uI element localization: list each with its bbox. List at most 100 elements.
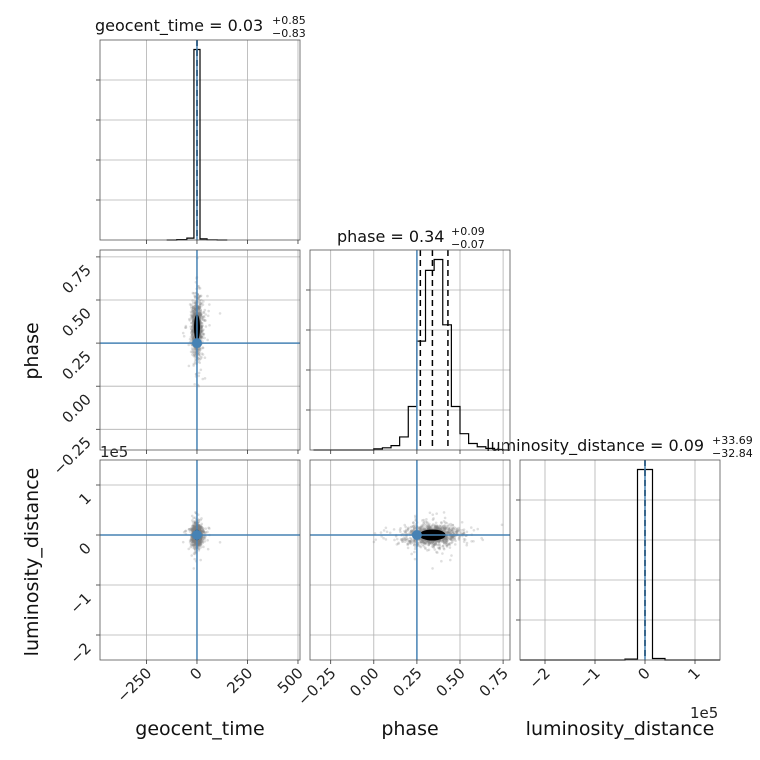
sample-point bbox=[193, 525, 196, 529]
sample-point bbox=[191, 328, 195, 331]
sample-point bbox=[462, 528, 466, 531]
histogram-phase bbox=[313, 258, 510, 451]
sample-point bbox=[191, 331, 195, 335]
sample-point bbox=[189, 543, 193, 546]
sample-point bbox=[428, 511, 432, 515]
sample-point bbox=[200, 327, 204, 330]
sample-point bbox=[192, 309, 196, 312]
sample-point bbox=[200, 329, 203, 333]
sample-point bbox=[199, 526, 203, 529]
sample-point bbox=[198, 347, 201, 351]
sample-point bbox=[199, 524, 202, 527]
sample-point bbox=[194, 540, 197, 544]
sample-point bbox=[189, 310, 193, 314]
sample-point bbox=[194, 525, 197, 529]
sample-point bbox=[190, 537, 193, 540]
sample-point bbox=[197, 312, 200, 315]
title-phase-plus: +0.09 bbox=[451, 225, 485, 238]
sample-point bbox=[194, 521, 197, 525]
sample-point bbox=[192, 318, 196, 321]
sample-point bbox=[200, 538, 204, 541]
sample-point bbox=[189, 325, 193, 328]
title-geocent-time-plus: +0.85 bbox=[272, 14, 306, 27]
sample-point bbox=[198, 528, 201, 531]
sample-point bbox=[189, 335, 193, 339]
sample-point bbox=[202, 315, 206, 319]
sample-point bbox=[191, 327, 195, 330]
sample-point bbox=[192, 319, 195, 323]
sample-point bbox=[197, 527, 201, 531]
sample-point bbox=[199, 540, 203, 544]
sample-point bbox=[197, 308, 201, 311]
ticklabel-x-geocent-time-1: 0 bbox=[186, 664, 205, 683]
ticklabel-x-phase-3: 0.50 bbox=[432, 664, 468, 700]
sample-point bbox=[193, 304, 197, 308]
sample-point bbox=[194, 548, 197, 552]
sample-point bbox=[453, 538, 456, 541]
sample-point bbox=[191, 299, 194, 302]
sample-point bbox=[197, 526, 200, 530]
sample-point bbox=[193, 522, 197, 525]
sample-point bbox=[201, 336, 204, 340]
sample-point bbox=[190, 544, 194, 548]
sample-point bbox=[382, 529, 386, 532]
panels-layer: −0.250.000.250.500.75−2−101−250 0 250 500−0… bbox=[50, 39, 721, 709]
sample-point bbox=[422, 522, 425, 525]
sample-point bbox=[193, 527, 197, 531]
sample-point bbox=[198, 314, 201, 317]
sample-point bbox=[189, 316, 193, 320]
sample-point bbox=[199, 527, 203, 531]
sample-point bbox=[197, 353, 201, 357]
sample-point bbox=[197, 527, 200, 530]
sample-point bbox=[191, 320, 195, 324]
sample-point bbox=[203, 377, 207, 380]
sample-point bbox=[192, 516, 195, 520]
sample-point bbox=[200, 321, 204, 325]
sample-point bbox=[192, 314, 195, 318]
sample-point bbox=[192, 364, 195, 367]
sample-point bbox=[448, 546, 452, 549]
sample-point bbox=[199, 330, 203, 333]
sample-point bbox=[194, 305, 197, 309]
ticklabel-x-geocent-time-2: 250 bbox=[223, 664, 256, 697]
sample-point bbox=[197, 360, 200, 363]
sample-point bbox=[469, 526, 473, 529]
ticklabel-y-luminosity-distance-2: 0 bbox=[75, 539, 94, 558]
sample-point bbox=[202, 537, 206, 540]
sample-point bbox=[192, 362, 196, 366]
sample-point bbox=[190, 314, 194, 318]
sample-point bbox=[202, 530, 205, 534]
sample-point bbox=[201, 541, 204, 544]
panel-frame-phase-vs-geocent-time bbox=[99, 249, 301, 451]
ticklabel-x-phase-2: 0.25 bbox=[389, 664, 425, 700]
sample-point bbox=[191, 320, 195, 324]
sample-point bbox=[198, 351, 201, 355]
sample-point bbox=[197, 542, 200, 546]
sample-point bbox=[191, 324, 195, 328]
samples-luminosity-distance-vs-geocent-time bbox=[181, 511, 222, 570]
sample-point bbox=[197, 524, 201, 528]
sample-point bbox=[199, 329, 203, 333]
sample-point bbox=[199, 325, 203, 329]
sample-point bbox=[440, 559, 443, 563]
sample-point bbox=[198, 299, 201, 302]
sample-point bbox=[198, 539, 201, 543]
sample-point bbox=[191, 528, 195, 531]
sample-point bbox=[411, 521, 415, 525]
sample-point bbox=[457, 536, 461, 540]
sample-point bbox=[201, 315, 205, 319]
sample-point bbox=[193, 525, 197, 529]
sample-point bbox=[431, 567, 434, 570]
sample-point bbox=[190, 314, 194, 317]
sample-point bbox=[199, 310, 203, 313]
sample-point bbox=[197, 294, 201, 298]
sample-point bbox=[201, 334, 205, 337]
sample-point bbox=[194, 311, 197, 315]
sample-point bbox=[187, 547, 191, 551]
sample-point bbox=[191, 325, 194, 329]
sample-point bbox=[198, 528, 201, 531]
panel-luminosity-distance-vs-phase: −0.25 0.00 0.25 0.50 0.75 bbox=[294, 459, 512, 709]
panel-frame-luminosity-distance-vs-phase bbox=[309, 459, 511, 661]
sample-point bbox=[198, 540, 202, 544]
sample-point bbox=[199, 314, 202, 317]
